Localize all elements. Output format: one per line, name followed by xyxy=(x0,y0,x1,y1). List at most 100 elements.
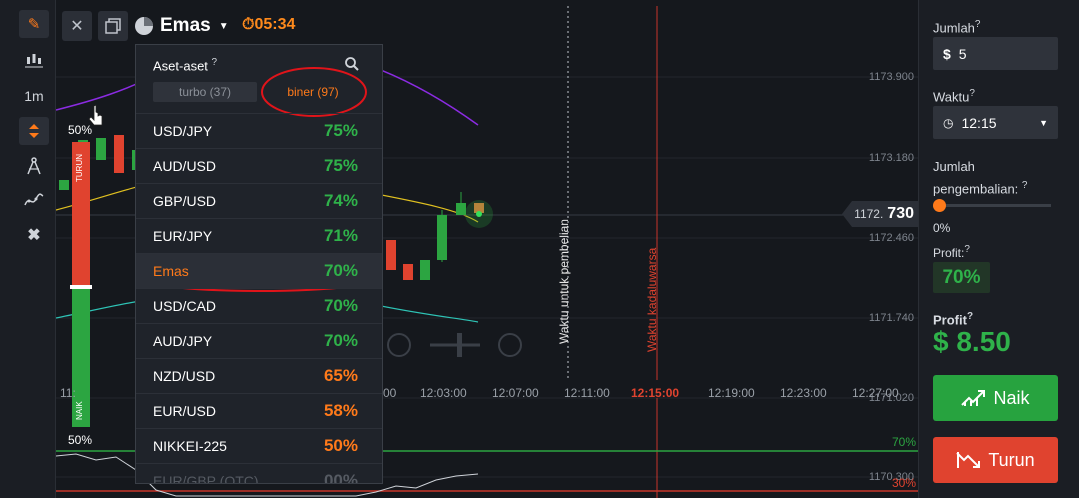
tab-binary[interactable]: biner (97) xyxy=(287,85,339,99)
asset-name: NIKKEI-225 xyxy=(153,438,227,454)
help-icon[interactable]: ? xyxy=(964,244,970,255)
time-tick: 11: xyxy=(60,386,76,400)
sentiment-up-label: NAIK xyxy=(75,401,84,420)
asset-row[interactable]: NZD/USD 65% xyxy=(136,358,382,393)
call-button[interactable]: Naik xyxy=(933,375,1058,421)
amount-value: 5 xyxy=(958,45,967,62)
profit-pct-label-text: Profit: xyxy=(933,246,965,260)
asset-row[interactable]: NIKKEI-225 50% xyxy=(136,428,382,463)
asset-payout: 74% xyxy=(323,191,358,210)
asset-payout: 75% xyxy=(323,156,358,175)
close-chart-button[interactable]: ✕ xyxy=(62,11,92,41)
asset-name: Emas xyxy=(160,15,211,36)
layout-button[interactable] xyxy=(98,11,128,41)
profit-label: Profit? xyxy=(933,311,973,327)
expiry-time-tick: 12:15:00 xyxy=(631,386,680,400)
assets-title: Aset-aset ? xyxy=(153,57,217,73)
time-value: 12:15 xyxy=(961,114,997,131)
return-label-line2: pengembalian: xyxy=(933,181,1019,197)
return-slider[interactable] xyxy=(933,204,1051,207)
indicator-upper-level: 70% xyxy=(891,435,916,449)
profit-value: $ 8.50 xyxy=(933,326,1011,357)
current-price-label: 1172. 730 xyxy=(842,201,918,227)
time-tick: 00 xyxy=(383,386,397,400)
asset-payout: 70% xyxy=(323,331,358,350)
asset-payout: 65% xyxy=(323,366,358,385)
put-button[interactable]: Turun xyxy=(933,437,1058,483)
chart-type-icon[interactable] xyxy=(19,46,49,74)
expiry-time-label: Waktu kadaluwarsa xyxy=(645,247,659,352)
help-icon[interactable]: ? xyxy=(969,88,975,99)
return-label-line1: Jumlah xyxy=(933,159,975,174)
asset-selector-button[interactable]: Emas ▼ xyxy=(134,11,236,41)
time-label: Waktu? xyxy=(933,88,975,104)
time-label-text: Waktu xyxy=(933,89,970,105)
call-button-label: Naik xyxy=(993,387,1030,408)
asset-payout: 00% xyxy=(323,471,358,484)
expiry-timer: ⏱05:34 xyxy=(242,16,295,34)
help-icon[interactable]: ? xyxy=(211,57,218,68)
amount-label-text: Jumlah xyxy=(933,20,975,36)
price-tick: 1170.300 xyxy=(868,471,914,483)
dollar-icon: $ xyxy=(943,45,951,62)
time-tick: 12:19:00 xyxy=(708,386,755,400)
asset-row[interactable]: AUD/JPY 70% xyxy=(136,323,382,358)
up-down-arrows-icon[interactable] xyxy=(19,117,49,145)
purchase-time-label: Waktu untuk pembelian xyxy=(557,219,571,344)
chevron-down-icon: ▼ xyxy=(1039,117,1048,128)
return-label: Jumlah pengembalian: ? xyxy=(933,157,1027,198)
help-icon[interactable]: ? xyxy=(966,311,974,322)
amount-input[interactable]: $5 xyxy=(933,37,1058,70)
asset-name: EUR/GBP (OTC) xyxy=(153,473,259,484)
stopwatch-icon: ⏱ xyxy=(242,16,255,33)
price-tick: 1171.740 xyxy=(868,312,914,324)
gold-asset-icon xyxy=(135,17,153,35)
pencil-icon[interactable]: ✎ xyxy=(19,10,49,38)
time-tick: 12:23:00 xyxy=(780,386,827,400)
asset-row[interactable]: EUR/GBP (OTC) 00% xyxy=(136,463,382,484)
price-tick: 1173.180 xyxy=(868,152,914,164)
asset-name: AUD/USD xyxy=(153,158,217,174)
help-icon[interactable]: ? xyxy=(974,19,981,30)
asset-name: USD/CAD xyxy=(153,298,217,314)
price-tick: 1171.020 xyxy=(868,392,914,404)
asset-name: USD/JPY xyxy=(153,123,213,139)
compass-icon[interactable] xyxy=(19,152,49,180)
asset-row[interactable]: USD/CAD 70% xyxy=(136,288,382,323)
help-icon[interactable]: ? xyxy=(1021,180,1028,191)
sentiment-bottom-value: 50% xyxy=(68,433,93,447)
amount-label: Jumlah? xyxy=(933,19,980,35)
asset-payout: 50% xyxy=(323,436,358,455)
asset-row[interactable]: USD/JPY 75% xyxy=(136,113,382,148)
asset-dropdown: Aset-aset ? turbo (37) biner (97) USD/JP… xyxy=(135,44,383,484)
clock-icon: ◷ xyxy=(943,115,954,130)
return-slider-handle[interactable] xyxy=(933,199,946,212)
timer-value: 05:34 xyxy=(254,16,296,33)
asset-name: AUD/JPY xyxy=(153,333,213,349)
indicator-icon[interactable] xyxy=(19,186,49,214)
price-tick: 1172.460 xyxy=(868,232,914,244)
asset-payout: 70% xyxy=(323,261,358,280)
close-icon[interactable]: ✖ xyxy=(27,227,41,244)
timeframe-button[interactable]: 1m xyxy=(24,88,44,104)
sentiment-top-value: 50% xyxy=(68,123,93,137)
asset-row[interactable]: EUR/JPY 71% xyxy=(136,218,382,253)
return-value: 0% xyxy=(933,221,951,235)
tab-turbo[interactable]: turbo (37) xyxy=(153,82,257,102)
asset-row[interactable]: AUD/USD 75% xyxy=(136,148,382,183)
asset-row[interactable]: Emas 70% xyxy=(136,253,382,288)
trade-panel: Jumlah? $5 Waktu? ◷ 12:15 ▼ Jumlah pengem… xyxy=(918,0,1079,498)
put-button-label: Turun xyxy=(988,449,1035,470)
time-tick: 12:27:00 xyxy=(852,386,899,400)
time-select[interactable]: ◷ 12:15 ▼ xyxy=(933,106,1058,139)
asset-payout: 70% xyxy=(323,296,358,315)
windows-icon xyxy=(105,18,121,34)
trend-down-icon xyxy=(956,452,981,468)
profit-pct-label: Profit:? xyxy=(933,244,970,260)
search-icon[interactable] xyxy=(345,57,359,74)
chevron-down-icon: ▼ xyxy=(218,20,229,32)
time-tick: 12:03:00 xyxy=(420,386,467,400)
asset-row[interactable]: EUR/USD 58% xyxy=(136,393,382,428)
asset-row[interactable]: GBP/USD 74% xyxy=(136,183,382,218)
asset-name: EUR/USD xyxy=(153,403,217,419)
